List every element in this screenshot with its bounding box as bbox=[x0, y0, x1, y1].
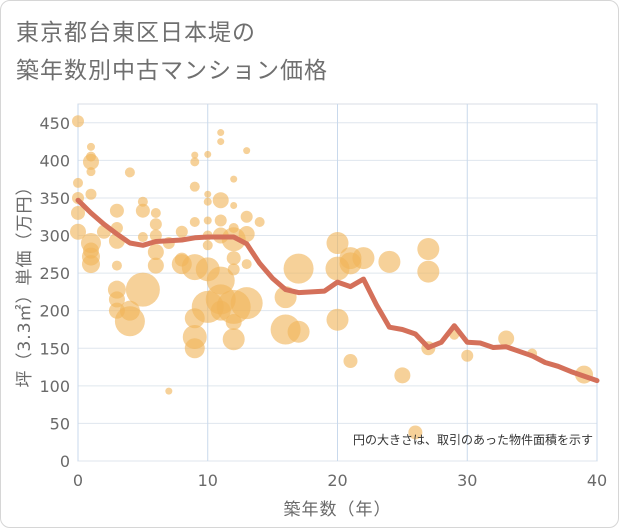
bubble-point bbox=[202, 240, 213, 251]
y-tick-labels: 0 50 100 150 200 250 300 350 400 450 bbox=[39, 114, 70, 471]
bubble-point bbox=[417, 238, 440, 261]
chart-title: 東京都台東区日本堤の 築年数別中古マンション価格 bbox=[16, 14, 328, 90]
bubble-point bbox=[85, 188, 97, 200]
bubble-point bbox=[241, 259, 252, 270]
bubble-point bbox=[147, 257, 164, 274]
x-tick-label: 0 bbox=[73, 471, 83, 490]
bubble-point bbox=[226, 251, 241, 266]
bubble-point bbox=[108, 291, 125, 308]
bubble-point bbox=[150, 207, 161, 218]
bubble-point bbox=[125, 272, 160, 307]
bubble-point bbox=[82, 153, 99, 170]
bubble-layer bbox=[70, 115, 594, 440]
y-tick-label: 300 bbox=[39, 227, 70, 246]
bubble-point bbox=[230, 175, 238, 183]
bubble-point bbox=[149, 218, 162, 231]
bubble-point bbox=[86, 167, 96, 177]
y-tick-label: 450 bbox=[39, 114, 70, 133]
bubble-point bbox=[408, 425, 423, 440]
bubble-point bbox=[204, 190, 212, 198]
x-tick-label: 20 bbox=[327, 471, 347, 490]
y-tick-label: 400 bbox=[39, 151, 70, 170]
bubble-point bbox=[73, 177, 83, 188]
bubble-point bbox=[230, 287, 263, 320]
bubble-point bbox=[81, 255, 100, 274]
bubble-point bbox=[343, 354, 358, 369]
bubble-point bbox=[227, 263, 240, 276]
x-tick-label: 30 bbox=[457, 471, 477, 490]
y-tick-label: 250 bbox=[39, 264, 70, 283]
bubble-point bbox=[165, 387, 173, 395]
bubble-point bbox=[184, 338, 205, 359]
bubble-point bbox=[225, 313, 242, 330]
bubble-point bbox=[243, 147, 251, 155]
bubble-point bbox=[254, 216, 265, 227]
bubble-point bbox=[189, 181, 200, 192]
bubble-point bbox=[111, 260, 122, 271]
bubble-point bbox=[191, 151, 199, 159]
bubble-point bbox=[217, 129, 225, 137]
bubble-point bbox=[204, 150, 212, 158]
bubble-point bbox=[147, 244, 164, 261]
bubble-point bbox=[203, 216, 212, 225]
bubble-point bbox=[114, 306, 145, 337]
bubble-point bbox=[203, 197, 212, 206]
x-tick-labels: 0 10 20 30 40 bbox=[73, 471, 607, 490]
bubble-point bbox=[352, 247, 375, 270]
bubble-point bbox=[417, 260, 440, 283]
x-tick-label: 10 bbox=[198, 471, 218, 490]
bubble-point bbox=[86, 142, 95, 151]
chart-title-line-2: 築年数別中古マンション価格 bbox=[16, 58, 328, 84]
y-tick-label: 0 bbox=[60, 452, 70, 471]
y-tick-label: 50 bbox=[50, 414, 70, 433]
bubble-point bbox=[70, 223, 86, 240]
bubble-point bbox=[175, 225, 188, 238]
trend-line bbox=[75, 197, 600, 384]
chart-title-line-1: 東京都台東区日本堤の bbox=[16, 20, 256, 46]
bubble-point bbox=[71, 205, 85, 220]
bubble-point bbox=[230, 201, 238, 209]
y-axis-title: 坪（3.3㎡）単価（万円） bbox=[15, 177, 35, 387]
bubble-point bbox=[124, 167, 135, 178]
bubble-point bbox=[214, 214, 227, 227]
x-axis-title: 築年数（年） bbox=[284, 500, 392, 520]
y-tick-label: 350 bbox=[39, 189, 70, 208]
bubble-point bbox=[212, 192, 229, 209]
bubble-point bbox=[326, 308, 349, 331]
bubble-point bbox=[326, 232, 349, 255]
bubble-point bbox=[287, 320, 310, 343]
bubble-point bbox=[217, 138, 225, 146]
y-tick-label: 150 bbox=[39, 339, 70, 358]
bubble-point bbox=[283, 253, 314, 284]
bubble-size-note: 円の大きさは、取引のあった物件面積を示す bbox=[353, 432, 593, 447]
bubble-point bbox=[394, 367, 411, 384]
bubble-point bbox=[238, 226, 255, 243]
bubble-point bbox=[240, 210, 253, 223]
trend-layer bbox=[75, 197, 600, 384]
bubble-point bbox=[190, 157, 200, 167]
bubble-point bbox=[137, 232, 148, 243]
bubble-point bbox=[461, 349, 474, 362]
y-tick-label: 200 bbox=[39, 302, 70, 321]
bubble-point bbox=[149, 229, 162, 242]
x-tick-label: 40 bbox=[587, 471, 607, 490]
bubble-point bbox=[135, 203, 150, 218]
y-tick-label: 100 bbox=[39, 377, 70, 396]
bubble-point bbox=[378, 250, 401, 273]
bubble-point bbox=[72, 115, 84, 128]
bubble-point bbox=[222, 328, 245, 351]
bubble-point bbox=[109, 203, 124, 218]
bubble-point bbox=[498, 330, 515, 347]
bubble-point bbox=[189, 216, 200, 227]
